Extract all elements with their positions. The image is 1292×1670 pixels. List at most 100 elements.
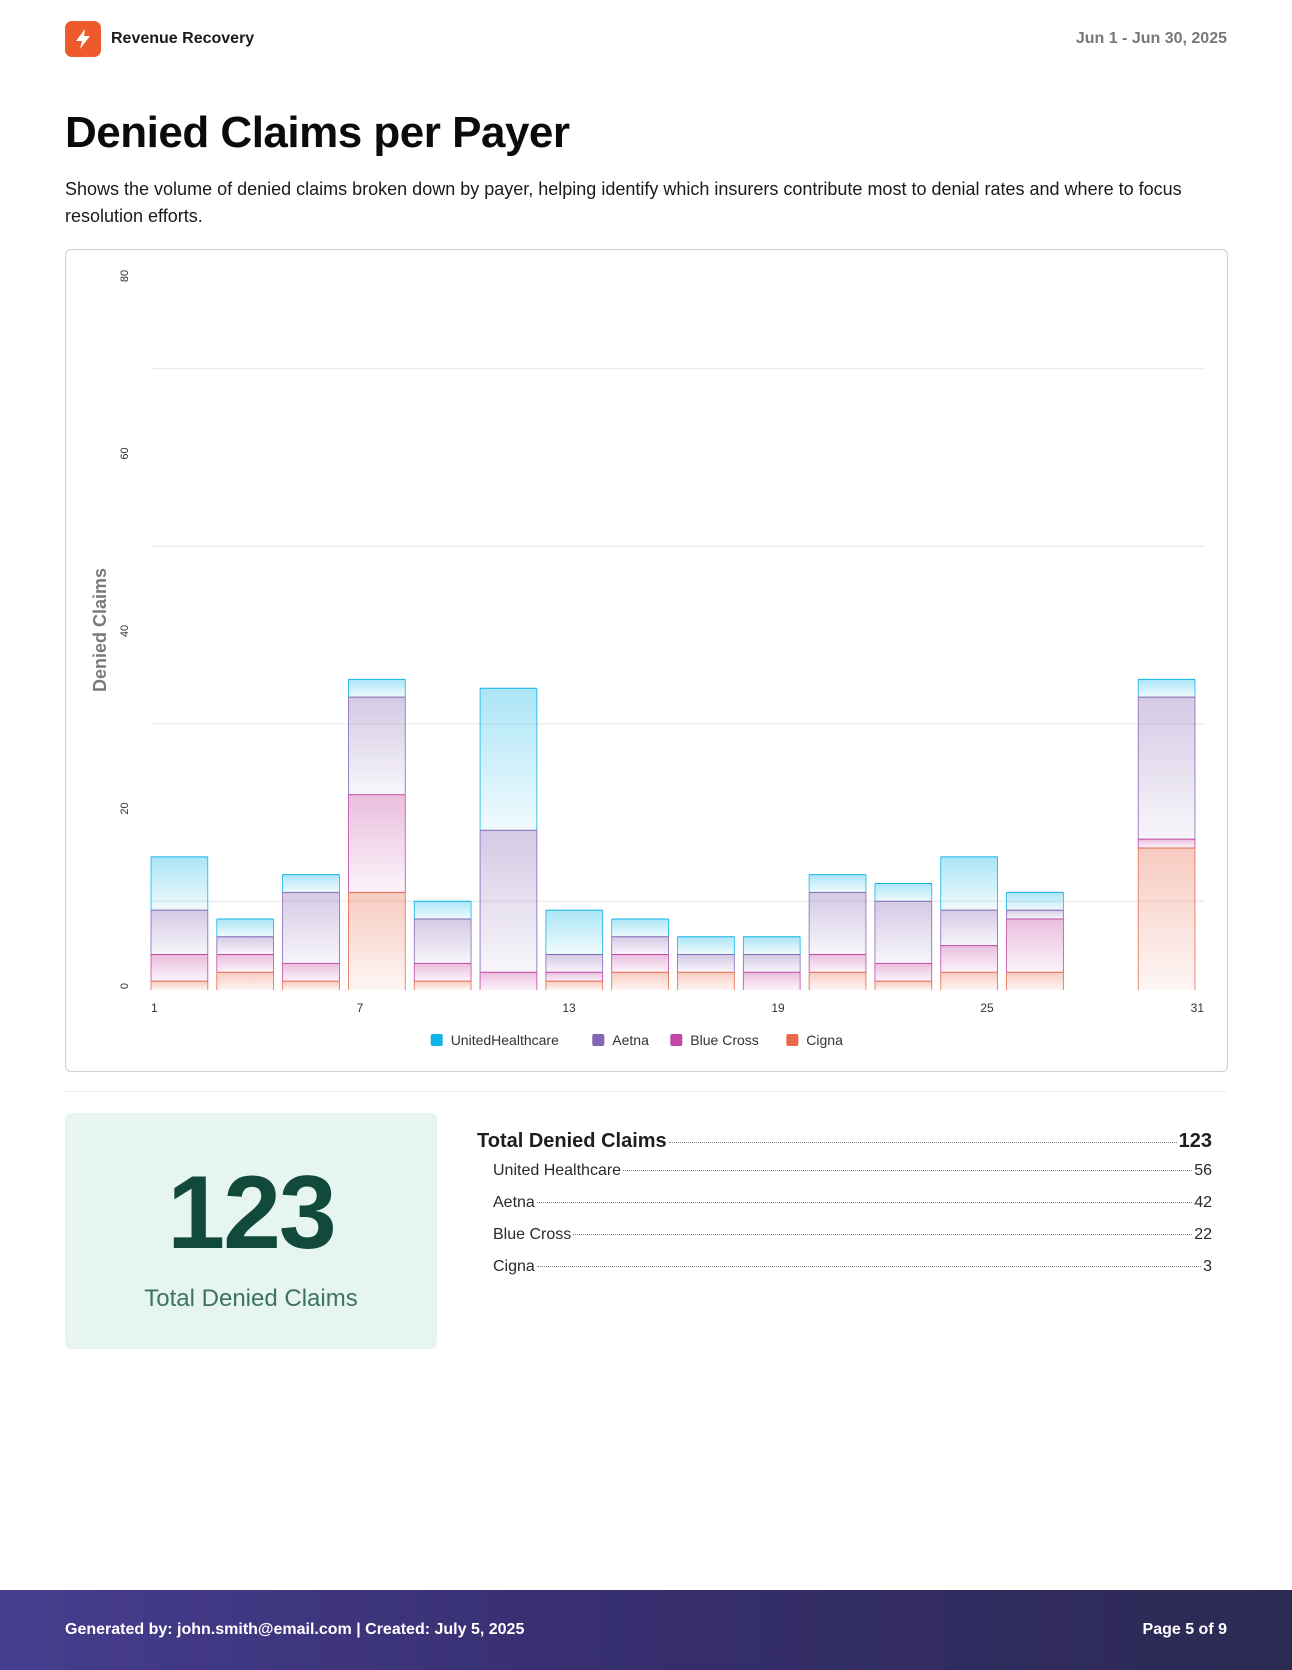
page-number: Page 5 of 9 [1142,1621,1227,1638]
breakdown-label: Cigna [493,1258,535,1275]
breakdown-label: Blue Cross [493,1226,572,1243]
bar-segment [1006,910,1064,919]
bar-segment [348,679,406,698]
brand: Revenue Recovery [65,21,254,57]
breakdown-row: Aetna 42 [477,1194,1212,1226]
bar-segment [874,981,932,990]
bar-segment [1138,679,1195,698]
leader-dots [573,1234,1193,1235]
bar-segment [480,688,537,831]
page-title: Denied Claims per Payer [65,108,570,157]
bar-segment [940,910,998,946]
bar-segment [743,972,801,990]
bar-segment [480,972,537,990]
y-tick-label: 20 [119,802,131,814]
leader-dots [536,1266,1202,1267]
bar-segment [1006,972,1064,990]
bar-segment [545,910,603,955]
y-tick-label: 60 [119,447,131,459]
page-description: Shows the volume of denied claims broken… [65,179,1182,226]
y-tick-label: 80 [119,270,131,282]
legend-swatch [592,1034,605,1046]
bar-segment [545,972,603,982]
kpi-value: 123 [167,1155,337,1271]
legend-label: UnitedHealthcare [451,1032,559,1048]
legend-label: Aetna [612,1032,649,1048]
bar-segment [216,972,274,990]
lightning-bolt-icon [65,21,101,57]
x-tick-label: 31 [1191,1001,1205,1015]
bar-segment [414,901,472,919]
bar-segment [545,981,603,990]
legend-label: Cigna [806,1032,843,1048]
bar-segment [940,945,998,973]
bar-segment [545,954,603,973]
y-axis-label: Denied Claims [90,568,110,692]
bar-segment [611,972,669,990]
bar-segment [414,963,472,982]
bar-segment [282,963,340,982]
bar-segment [216,919,274,937]
bar-segment [809,874,866,893]
y-tick-label: 0 [119,983,131,989]
bar-segment [151,954,208,982]
breakdown-value: 42 [1194,1194,1212,1211]
bar-segment [480,830,537,973]
bar-segment [809,972,866,990]
report-header: Revenue Recovery Jun 1 - Jun 30, 2025 [65,20,1227,58]
bar-segment [414,919,472,964]
kpi-label: Total Denied Claims [144,1285,358,1312]
bar-segment [216,936,274,955]
x-tick-label: 7 [357,1001,364,1015]
chart-card: 0 20 40 60 80 Denied Claims 1 7 13 19 25 31 UnitedHe… [65,249,1228,1072]
breakdown-value: 22 [1194,1226,1212,1243]
bar-segment [677,954,735,973]
bar-segment [282,892,340,964]
x-tick-label: 13 [562,1001,576,1015]
stacked-bar-chart: 0 20 40 60 80 Denied Claims 1 7 13 19 25 31 UnitedHe… [90,270,1205,1048]
bar-segment [1006,919,1064,973]
bar-segment [611,936,669,955]
bar-segment [809,892,866,955]
bar-segment [151,856,208,911]
bar-segment [677,936,735,955]
breakdown-value: 3 [1203,1258,1212,1275]
leader-dots [623,1170,1193,1171]
breakdown-value: 56 [1194,1162,1212,1179]
footer-generated: Generated by: john.smith@email.com | Cre… [65,1621,525,1638]
breakdown-total-value: 123 [1178,1130,1212,1152]
bar-segment [940,972,998,990]
bar-segment [1138,848,1195,990]
breakdown-label: Aetna [493,1194,535,1211]
breakdown-row: Cigna 3 [477,1258,1212,1290]
bar-segment [677,972,735,990]
bar-segment [611,919,669,937]
report-footer: Generated by: john.smith@email.com | Cre… [0,1590,1292,1670]
bar-segment [1138,697,1195,840]
legend-label: Blue Cross [690,1032,758,1048]
date-range: Jun 1 - Jun 30, 2025 [1075,30,1227,47]
leader-dots [536,1202,1193,1203]
bar-segment [874,883,932,902]
bar-segment [743,936,801,955]
bar-segment [940,856,998,911]
legend-swatch [430,1034,443,1046]
x-tick-label: 19 [771,1001,785,1015]
bar-segment [348,697,406,795]
leader-dots [668,1142,1177,1143]
bar-segment [874,963,932,982]
bar-segment [743,954,801,973]
bar-segment [611,954,669,973]
bar-segment [216,954,274,973]
y-tick-label: 40 [119,625,131,637]
section-divider [65,1091,1227,1092]
bar-segment [151,981,208,990]
bar-segment [282,981,340,990]
bar-segment [348,794,406,893]
brand-name: Revenue Recovery [111,30,255,47]
bar-segment [414,981,472,990]
breakdown-label: United Healthcare [493,1162,622,1179]
bar-segment [874,901,932,964]
breakdown-total-row: Total Denied Claims 123 [477,1130,1212,1162]
breakdown-row: Blue Cross 22 [477,1226,1212,1258]
